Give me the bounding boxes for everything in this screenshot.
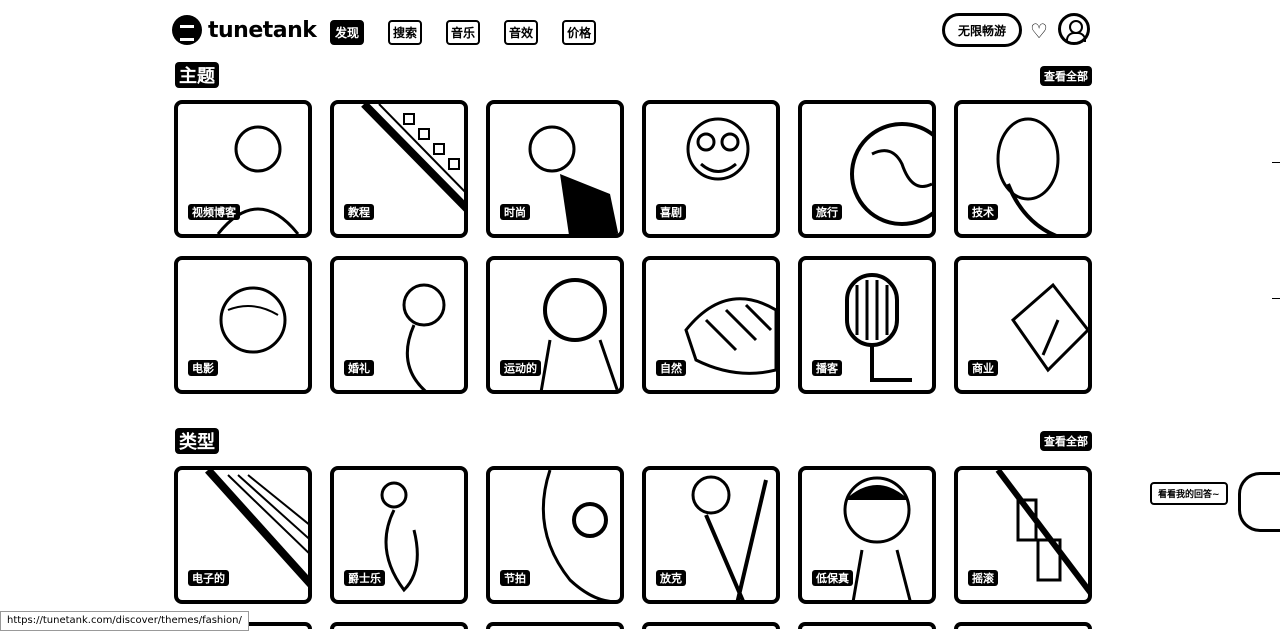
genre-tile[interactable]: 节拍 [486,466,624,604]
genre-label: 电子的 [188,570,229,586]
nav-discover[interactable]: 发现 [330,20,365,45]
theme-label: 时尚 [500,204,530,220]
themes-section-title: 主题 [175,62,219,88]
genre-tile[interactable]: 摇滚 [954,466,1092,604]
theme-artwork [684,297,776,375]
theme-tile[interactable]: 教程 [330,100,468,238]
theme-artwork [361,104,464,212]
genre-tile[interactable]: 低保真 [798,466,936,604]
nav-sound-effects[interactable]: 音效 [504,20,539,45]
status-bar-url: https://tunetank.com/discover/themes/fas… [0,611,249,631]
theme-label: 自然 [656,360,686,376]
scroll-tick [1272,298,1280,299]
genre-label: 爵士乐 [344,570,385,586]
theme-label: 商业 [968,360,998,376]
theme-artwork [539,278,619,390]
genre-artwork [205,470,308,588]
theme-tile[interactable]: 商业 [954,256,1092,394]
theme-label: 喜剧 [656,204,686,220]
theme-tile[interactable]: 技术 [954,100,1092,238]
theme-label: 旅行 [812,204,842,220]
theme-label: 婚礼 [344,360,374,376]
heart-icon[interactable]: ♡ [1030,19,1048,43]
logo-text: tunetank [208,17,317,43]
genre-label: 节拍 [500,570,530,586]
theme-artwork [219,286,287,354]
theme-tile[interactable]: 婚礼 [330,256,468,394]
unlimited-button[interactable]: 无限畅游 [942,13,1022,47]
genre-label: 放克 [656,570,686,586]
nav-music[interactable]: 音乐 [446,20,481,45]
theme-artwork [216,125,300,234]
theme-tile[interactable]: 视频博客 [174,100,312,238]
nav-pricing[interactable]: 价格 [562,20,597,45]
genre-artwork [843,476,912,600]
tunetank-logo[interactable]: tunetank [172,15,317,45]
theme-label: 运动的 [500,360,541,376]
genres-see-all-link[interactable]: 查看全部 [1040,431,1092,451]
genre-artwork [995,470,1088,595]
theme-tile[interactable]: 喜剧 [642,100,780,238]
genre-tile[interactable]: 爵士乐 [330,466,468,604]
theme-label: 视频博客 [188,204,240,220]
theme-label: 电影 [188,360,218,376]
feedback-bubble[interactable]: 看看我的回答~ [1150,482,1228,505]
theme-artwork [402,283,446,390]
theme-tile[interactable]: 播客 [798,256,936,394]
nav-search[interactable]: 搜索 [388,20,423,45]
theme-tile[interactable]: 时尚 [486,100,624,238]
theme-tile[interactable]: 自然 [642,256,780,394]
theme-tile[interactable]: 旅行 [798,100,936,238]
genre-artwork [541,470,620,600]
theme-tile[interactable]: 电影 [174,256,312,394]
theme-label: 技术 [968,204,998,220]
scroll-tick [1272,162,1280,163]
theme-artwork [996,117,1060,234]
genre-artwork [380,481,419,593]
theme-label: 播客 [812,360,842,376]
theme-artwork [528,125,619,234]
mascot-icon[interactable] [1238,472,1280,532]
main-nav: 发现 搜索 音乐 音效 价格 [330,20,597,45]
theme-tile[interactable]: 运动的 [486,256,624,394]
genres-section-title: 类型 [175,428,219,454]
logo-mark-icon [172,15,202,45]
genre-tile[interactable]: 放克 [642,466,780,604]
top-navigation-bar: tunetank 发现 搜索 音乐 音效 价格 无限畅游 ♡ [0,0,1280,62]
genre-tile[interactable]: 电子的 [174,466,312,604]
genre-label: 低保真 [812,570,853,586]
theme-artwork [1010,282,1088,373]
theme-artwork [845,273,912,382]
theme-label: 教程 [344,204,374,220]
themes-see-all-link[interactable]: 查看全部 [1040,66,1092,86]
genre-label: 摇滚 [968,570,998,586]
genre-artwork [691,475,768,600]
user-icon[interactable] [1058,13,1090,45]
theme-artwork [850,122,932,226]
theme-artwork [686,117,750,181]
